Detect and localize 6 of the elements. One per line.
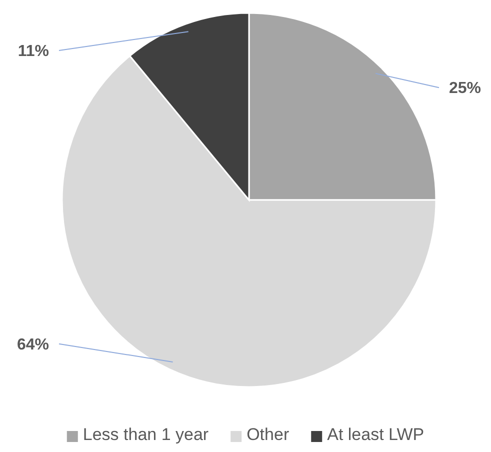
legend-label: Other: [246, 425, 290, 444]
data-label: 25%: [449, 80, 482, 98]
data-label: 11%: [18, 43, 49, 60]
legend-label: Less than 1 year: [82, 425, 209, 444]
legend-label: At least LWP: [327, 425, 424, 444]
data-label: 64%: [16, 336, 49, 354]
